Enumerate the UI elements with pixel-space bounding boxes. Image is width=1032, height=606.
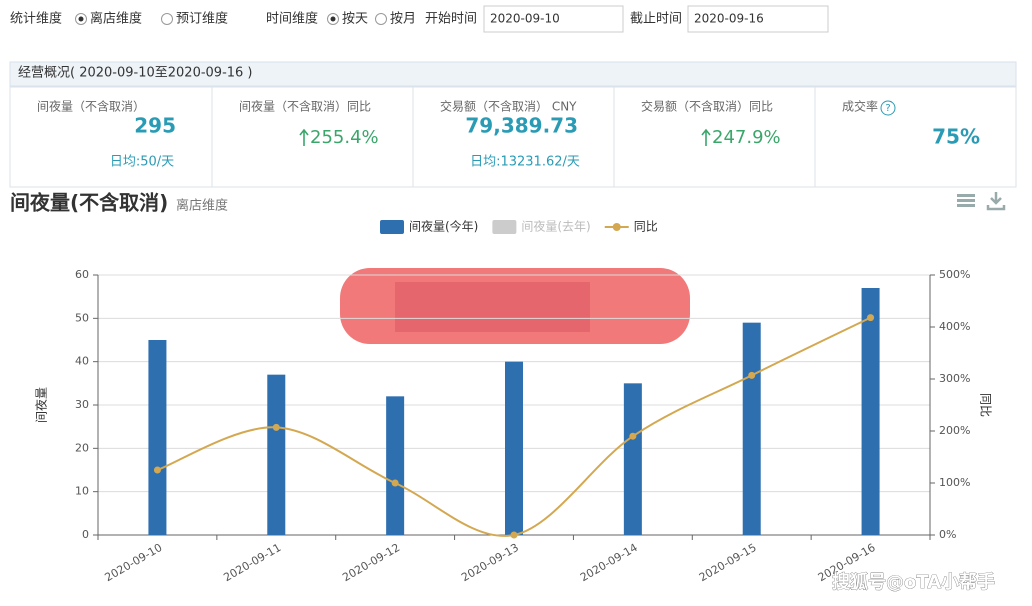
chart-subtitle: 离店维度 [176, 198, 228, 214]
radio-label[interactable]: 按天 [342, 12, 368, 27]
radio-dot [330, 16, 336, 22]
y-axis-label: 间夜量 [34, 387, 49, 423]
date-input[interactable] [687, 5, 829, 33]
filter-label: 开始时间 [425, 12, 477, 27]
bar [861, 288, 880, 535]
line-point [272, 423, 280, 431]
line-point [391, 479, 399, 487]
kpi-value: 247.9% [712, 127, 781, 148]
bar [623, 383, 642, 535]
radio[interactable] [161, 13, 173, 25]
line-point [748, 371, 756, 379]
x-tick-label: 2020-09-13 [459, 541, 521, 584]
up-arrow [299, 128, 309, 146]
kpi-value: 295 [134, 114, 176, 138]
help-icon-mark: ? [885, 103, 890, 114]
y2-axis-label: 同比 [979, 393, 993, 417]
filter-label: 截止时间 [630, 12, 682, 27]
line-point [510, 531, 518, 539]
legend-swatch [380, 220, 404, 234]
kpi-card [9, 86, 213, 188]
y-tick-label: 10 [75, 485, 89, 498]
kpi-label: 间夜量（不含取消） [37, 99, 145, 114]
bar [386, 396, 405, 535]
line-point [153, 466, 161, 474]
bar [742, 322, 761, 535]
redacted-area [340, 268, 690, 344]
x-tick-label: 2020-09-12 [340, 541, 402, 584]
date-value: 2020-09-16 [694, 12, 764, 26]
watermark: 搜狐号@oTA小帮手 [832, 571, 995, 593]
y-tick-label: 40 [75, 355, 89, 368]
x-tick-label: 2020-09-10 [103, 541, 165, 584]
summary-header [9, 61, 1017, 87]
radio-label[interactable]: 预订维度 [176, 11, 228, 27]
kpi-label: 交易额（不含取消） CNY [440, 99, 577, 114]
bar [505, 361, 523, 535]
radio-dot [78, 16, 84, 22]
help-icon [880, 100, 896, 116]
y2-tick-label: 200% [939, 424, 970, 437]
legend-dot [612, 223, 621, 231]
kpi-card [412, 86, 615, 188]
kpi-value: 255.4% [310, 127, 379, 148]
kpi-card [814, 86, 1017, 188]
y2-tick-label: 0% [939, 528, 956, 541]
y-tick-label: 0 [82, 528, 89, 541]
legend-label: 间夜量(去年) [521, 219, 590, 234]
up-arrow [701, 128, 711, 146]
x-tick-label: 2020-09-14 [578, 541, 640, 584]
y-tick-label: 60 [75, 268, 89, 281]
kpi-label: 成交率 [842, 99, 878, 114]
radio[interactable] [375, 13, 387, 25]
y2-tick-label: 100% [939, 476, 970, 489]
bar [267, 374, 286, 535]
y2-tick-label: 400% [939, 320, 970, 333]
y-tick-label: 50 [75, 311, 89, 324]
x-tick-label: 2020-09-15 [697, 541, 759, 584]
summary-title: 经营概况( 2020-09-10至2020-09-16 ) [18, 66, 253, 81]
kpi-value: 75% [932, 125, 980, 149]
date-input[interactable] [483, 5, 624, 33]
y2-tick-label: 500% [939, 268, 970, 281]
y-tick-label: 30 [75, 398, 89, 411]
date-value: 2020-09-10 [490, 12, 560, 26]
line-point [867, 314, 875, 322]
radio-label[interactable]: 按月 [390, 12, 416, 27]
kpi-sub: 日均:50/天 [110, 155, 174, 170]
kpi-card [613, 86, 816, 188]
filter-label: 时间维度 [266, 11, 318, 27]
kpi-value: 79,389.73 [465, 114, 578, 138]
chart-title: 间夜量(不含取消) [10, 191, 168, 215]
legend-swatch [492, 220, 517, 234]
y2-tick-label: 300% [939, 372, 970, 385]
kpi-sub: 日均:13231.62/天 [470, 155, 580, 170]
kpi-label: 间夜量（不含取消）同比 [239, 99, 371, 114]
bar [148, 340, 167, 535]
download-icon[interactable] [986, 192, 1006, 211]
line-point [629, 432, 637, 440]
x-tick-label: 2020-09-11 [221, 541, 283, 584]
y-tick-label: 20 [75, 441, 89, 454]
kpi-card [211, 86, 414, 188]
legend-label: 同比 [634, 220, 658, 234]
kpi-label: 交易额（不含取消）同比 [641, 99, 773, 114]
list-icon[interactable] [957, 194, 975, 207]
kpi-row: 间夜量（不含取消）295 日均:50/天 间夜量（不含取消）同比 255.4% 交易额（… [9, 86, 1017, 188]
legend-label: 间夜量(今年) [409, 219, 478, 234]
filter-label: 统计维度 [10, 11, 62, 27]
radio-label[interactable]: 离店维度 [90, 11, 142, 27]
